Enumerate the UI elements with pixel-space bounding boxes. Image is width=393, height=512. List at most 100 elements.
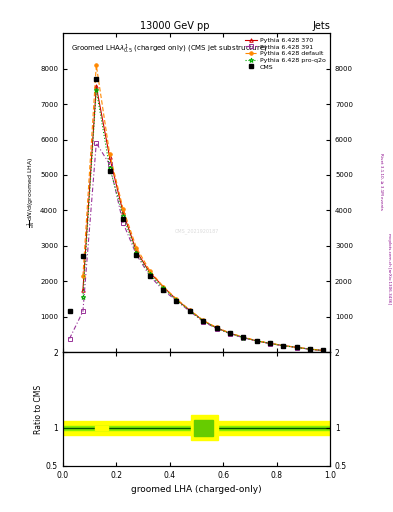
Pythia 6.428 pro-q2o [174,297,179,303]
Pythia 6.428 pro-q2o [187,308,192,314]
Pythia 6.428 pro-q2o [147,271,152,277]
Pythia 6.428 default [241,334,246,340]
Pythia 6.428 391 [308,346,312,352]
Pythia 6.428 default [187,307,192,313]
CMS [147,273,152,279]
Pythia 6.428 370 [321,348,326,354]
Line: Pythia 6.428 pro-q2o: Pythia 6.428 pro-q2o [81,88,326,353]
Pythia 6.428 default [107,151,112,157]
Pythia 6.428 pro-q2o [254,338,259,344]
Pythia 6.428 391 [81,308,85,314]
Pythia 6.428 370 [134,248,139,254]
Pythia 6.428 default [268,340,272,346]
Pythia 6.428 pro-q2o [134,250,139,256]
Line: CMS: CMS [68,77,325,352]
Pythia 6.428 default [308,346,312,352]
Line: Pythia 6.428 391: Pythia 6.428 391 [68,141,325,352]
Pythia 6.428 391 [228,331,232,337]
Line: Pythia 6.428 370: Pythia 6.428 370 [81,84,325,352]
Pythia 6.428 pro-q2o [121,212,125,219]
Pythia 6.428 391 [134,251,139,258]
Pythia 6.428 pro-q2o [241,334,246,340]
Pythia 6.428 370 [228,330,232,336]
Pythia 6.428 370 [161,284,165,290]
Pythia 6.428 370 [94,83,99,90]
CMS [67,308,72,314]
Pythia 6.428 391 [321,348,326,354]
Pythia 6.428 391 [187,308,192,314]
Pythia 6.428 391 [281,343,286,349]
Pythia 6.428 default [147,268,152,274]
Pythia 6.428 391 [241,335,246,341]
Pythia 6.428 default [281,343,286,349]
Text: Jets: Jets [312,20,330,31]
CMS [121,216,125,222]
Pythia 6.428 pro-q2o [107,165,112,171]
Pythia 6.428 pro-q2o [228,330,232,336]
Pythia 6.428 370 [81,287,85,293]
Y-axis label: $\frac{1}{\mathrm{d}N}\,\mathrm{d}N/\mathrm{d}(\mathrm{groomed\ LHA})$: $\frac{1}{\mathrm{d}N}\,\mathrm{d}N/\mat… [25,157,37,228]
Pythia 6.428 391 [67,335,72,342]
Legend: Pythia 6.428 370, Pythia 6.428 391, Pythia 6.428 default, Pythia 6.428 pro-q2o, : Pythia 6.428 370, Pythia 6.428 391, Pyth… [244,36,327,71]
Pythia 6.428 391 [201,318,206,325]
Pythia 6.428 370 [254,338,259,344]
Pythia 6.428 pro-q2o [94,87,99,93]
Line: Pythia 6.428 default: Pythia 6.428 default [81,63,325,352]
Pythia 6.428 pro-q2o [81,294,85,300]
Pythia 6.428 370 [281,343,286,349]
Pythia 6.428 default [294,344,299,350]
Pythia 6.428 370 [201,317,206,324]
Text: mcplots.cern.ch [arXiv:1306.3436]: mcplots.cern.ch [arXiv:1306.3436] [387,233,391,304]
Pythia 6.428 pro-q2o [294,345,299,351]
CMS [187,308,192,314]
Pythia 6.428 391 [174,297,179,304]
CMS [254,337,259,344]
Pythia 6.428 pro-q2o [201,318,206,324]
Pythia 6.428 391 [214,326,219,332]
Pythia 6.428 default [321,347,326,353]
Pythia 6.428 391 [121,220,125,226]
Text: Groomed LHA$\lambda^{1}_{0.5}$ (charged only) (CMS jet substructure): Groomed LHA$\lambda^{1}_{0.5}$ (charged … [71,43,267,56]
Pythia 6.428 default [94,62,99,68]
CMS [214,325,219,331]
CMS [201,318,206,324]
Pythia 6.428 pro-q2o [268,340,272,347]
Bar [191,415,218,440]
Pythia 6.428 default [174,296,179,302]
CMS [174,297,179,304]
CMS [228,330,232,336]
Bar [95,426,108,430]
Pythia 6.428 370 [121,209,125,215]
Pythia 6.428 370 [294,344,299,350]
X-axis label: groomed LHA (charged-only): groomed LHA (charged-only) [131,485,262,495]
Pythia 6.428 pro-q2o [281,343,286,349]
Pythia 6.428 default [201,317,206,324]
Text: CMS_2021920187: CMS_2021920187 [174,228,219,234]
Pythia 6.428 370 [147,269,152,275]
Pythia 6.428 391 [94,140,99,146]
Pythia 6.428 default [254,337,259,344]
Pythia 6.428 370 [308,346,312,352]
Pythia 6.428 391 [107,161,112,167]
Pythia 6.428 370 [187,307,192,313]
Pythia 6.428 391 [147,273,152,279]
CMS [134,251,139,258]
Pythia 6.428 370 [107,154,112,160]
Text: Rivet 3.1.10, ≥ 3.1M events: Rivet 3.1.10, ≥ 3.1M events [379,153,383,210]
Pythia 6.428 pro-q2o [321,348,326,354]
Pythia 6.428 pro-q2o [308,346,312,352]
Pythia 6.428 391 [268,340,272,347]
CMS [294,344,299,350]
Pythia 6.428 391 [294,345,299,351]
Pythia 6.428 default [228,330,232,336]
CMS [161,287,165,293]
Pythia 6.428 default [121,205,125,211]
CMS [107,168,112,175]
CMS [308,346,312,352]
Bar [194,420,213,436]
CMS [81,253,85,260]
Pythia 6.428 default [81,273,85,279]
CMS [281,343,286,349]
Bar [63,426,330,430]
Pythia 6.428 370 [214,325,219,331]
